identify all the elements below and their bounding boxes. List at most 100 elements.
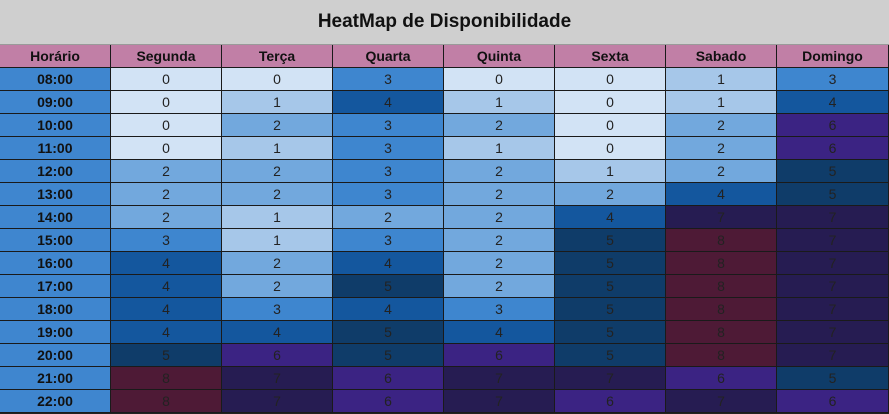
heatmap-cell: 3 bbox=[333, 183, 444, 206]
heatmap-cell: 3 bbox=[333, 229, 444, 252]
heatmap-cell: 0 bbox=[555, 68, 666, 91]
heatmap-cell: 6 bbox=[333, 390, 444, 413]
heatmap-cell: 2 bbox=[111, 160, 222, 183]
heatmap-cell: 5 bbox=[333, 321, 444, 344]
heatmap-cell: 1 bbox=[222, 229, 333, 252]
column-header: Sabado bbox=[666, 45, 777, 68]
row-label: 20:00 bbox=[0, 344, 111, 367]
heatmap-cell: 6 bbox=[777, 390, 889, 413]
heatmap-cell: 0 bbox=[555, 114, 666, 137]
heatmap-cell: 8 bbox=[111, 390, 222, 413]
column-header: Quarta bbox=[333, 45, 444, 68]
heatmap-cell: 6 bbox=[777, 114, 889, 137]
heatmap-cell: 7 bbox=[777, 275, 889, 298]
heatmap-cell: 5 bbox=[555, 229, 666, 252]
heatmap-cell: 5 bbox=[555, 298, 666, 321]
heatmap-cell: 4 bbox=[111, 252, 222, 275]
heatmap-cell: 4 bbox=[333, 91, 444, 114]
heatmap-cell: 5 bbox=[555, 344, 666, 367]
heatmap-cell: 6 bbox=[555, 390, 666, 413]
heatmap-cell: 7 bbox=[666, 206, 777, 229]
heatmap-cell: 7 bbox=[222, 390, 333, 413]
heatmap-cell: 6 bbox=[444, 344, 555, 367]
heatmap-cell: 0 bbox=[111, 137, 222, 160]
heatmap-cell: 8 bbox=[666, 252, 777, 275]
heatmap-cell: 5 bbox=[777, 183, 889, 206]
row-label: 12:00 bbox=[0, 160, 111, 183]
heatmap-cell: 2 bbox=[111, 183, 222, 206]
heatmap-cell: 3 bbox=[333, 68, 444, 91]
heatmap-cell: 8 bbox=[666, 344, 777, 367]
row-label: 18:00 bbox=[0, 298, 111, 321]
heatmap-cell: 7 bbox=[777, 252, 889, 275]
heatmap-cell: 0 bbox=[111, 68, 222, 91]
column-header: Sexta bbox=[555, 45, 666, 68]
heatmap-cell: 7 bbox=[444, 367, 555, 390]
heatmap-cell: 1 bbox=[666, 68, 777, 91]
heatmap-cell: 3 bbox=[333, 114, 444, 137]
row-label: 16:00 bbox=[0, 252, 111, 275]
heatmap-cell: 2 bbox=[222, 114, 333, 137]
heatmap-cell: 3 bbox=[222, 298, 333, 321]
column-header: Terça bbox=[222, 45, 333, 68]
heatmap-cell: 2 bbox=[222, 160, 333, 183]
heatmap-cell: 5 bbox=[333, 275, 444, 298]
heatmap-cell: 6 bbox=[333, 367, 444, 390]
heatmap-cell: 4 bbox=[555, 206, 666, 229]
heatmap-cell: 2 bbox=[444, 160, 555, 183]
heatmap-cell: 1 bbox=[222, 137, 333, 160]
row-label: 10:00 bbox=[0, 114, 111, 137]
heatmap-cell: 4 bbox=[444, 321, 555, 344]
row-label: 14:00 bbox=[0, 206, 111, 229]
heatmap-cell: 4 bbox=[111, 298, 222, 321]
heatmap-cell: 3 bbox=[333, 137, 444, 160]
row-label: 21:00 bbox=[0, 367, 111, 390]
column-header: Quinta bbox=[444, 45, 555, 68]
heatmap-cell: 5 bbox=[555, 252, 666, 275]
heatmap-cell: 2 bbox=[666, 137, 777, 160]
heatmap-cell: 1 bbox=[555, 160, 666, 183]
chart-title: HeatMap de Disponibilidade bbox=[0, 0, 889, 45]
heatmap-cell: 3 bbox=[333, 160, 444, 183]
heatmap-cell: 2 bbox=[555, 183, 666, 206]
heatmap-cell: 5 bbox=[333, 344, 444, 367]
heatmap-cell: 5 bbox=[555, 321, 666, 344]
heatmap-cell: 2 bbox=[444, 206, 555, 229]
heatmap-cell: 7 bbox=[222, 367, 333, 390]
heatmap-cell: 7 bbox=[555, 367, 666, 390]
heatmap-cell: 4 bbox=[666, 183, 777, 206]
heatmap-cell: 4 bbox=[111, 275, 222, 298]
heatmap-cell: 4 bbox=[222, 321, 333, 344]
heatmap-cell: 6 bbox=[777, 137, 889, 160]
heatmap-cell: 8 bbox=[666, 275, 777, 298]
heatmap-cell: 7 bbox=[777, 298, 889, 321]
heatmap-cell: 0 bbox=[111, 91, 222, 114]
heatmap-cell: 3 bbox=[777, 68, 889, 91]
heatmap-cell: 1 bbox=[222, 206, 333, 229]
heatmap-cell: 4 bbox=[333, 252, 444, 275]
heatmap-cell: 7 bbox=[777, 321, 889, 344]
heatmap-cell: 0 bbox=[555, 91, 666, 114]
heatmap-cell: 1 bbox=[222, 91, 333, 114]
heatmap-cell: 1 bbox=[666, 91, 777, 114]
heatmap-cell: 6 bbox=[666, 367, 777, 390]
heatmap-cell: 0 bbox=[444, 68, 555, 91]
heatmap-cell: 8 bbox=[666, 229, 777, 252]
heatmap-cell: 2 bbox=[444, 183, 555, 206]
heatmap-cell: 4 bbox=[111, 321, 222, 344]
heatmap-cell: 2 bbox=[333, 206, 444, 229]
heatmap-cell: 2 bbox=[444, 114, 555, 137]
heatmap-cell: 5 bbox=[777, 160, 889, 183]
heatmap-cell: 2 bbox=[444, 275, 555, 298]
heatmap-cell: 7 bbox=[666, 390, 777, 413]
heatmap-cell: 8 bbox=[666, 298, 777, 321]
heatmap-cell: 2 bbox=[222, 183, 333, 206]
heatmap-cell: 2 bbox=[111, 206, 222, 229]
heatmap-cell: 2 bbox=[666, 114, 777, 137]
heatmap-cell: 7 bbox=[777, 229, 889, 252]
row-label: 11:00 bbox=[0, 137, 111, 160]
heatmap-cell: 5 bbox=[111, 344, 222, 367]
heatmap-cell: 4 bbox=[777, 91, 889, 114]
heatmap-cell: 2 bbox=[222, 252, 333, 275]
